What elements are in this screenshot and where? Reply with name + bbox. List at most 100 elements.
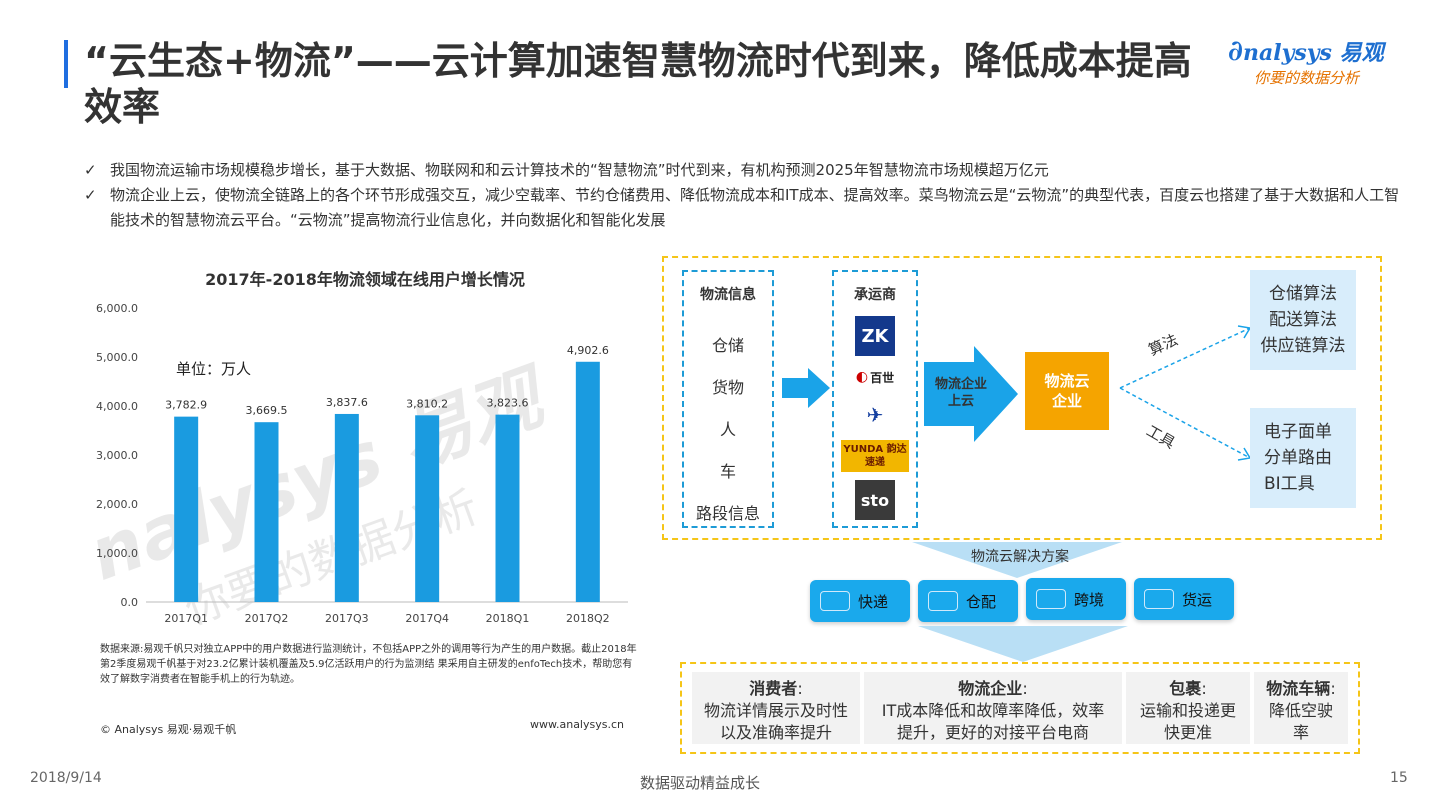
logo-slogan: 你要的数据分析 xyxy=(1254,69,1360,87)
data-label: 4,902.6 xyxy=(567,344,609,357)
chart-title: 2017年-2018年物流领域在线用户增长情况 xyxy=(205,270,525,289)
page-number: 15 xyxy=(1390,770,1408,786)
algorithm-item: 仓储算法 xyxy=(1269,284,1337,304)
benefit-head: 包裹 xyxy=(1169,679,1202,698)
warehouse-icon xyxy=(928,591,958,611)
solution-title: 物流云解决方案 xyxy=(971,549,1069,565)
info-column: 物流信息 仓储 货物 人 车 路段信息 xyxy=(682,270,774,528)
bar-2017Q2 xyxy=(254,422,279,602)
tool-item: 分单路由 xyxy=(1264,448,1332,468)
branch-arrows-icon xyxy=(1119,325,1252,461)
info-item: 路段信息 xyxy=(695,504,760,523)
bar-2017Q1 xyxy=(174,416,199,602)
info-item: 人 xyxy=(719,420,736,439)
solution-label: 货运 xyxy=(1182,590,1213,609)
solution-crossborder-button[interactable]: 跨境 xyxy=(1026,578,1126,620)
carrier-logo-sto: sto xyxy=(855,480,895,520)
benefit-head: 消费者 xyxy=(749,679,798,698)
carrier-logo-zk: ZK xyxy=(855,316,895,356)
benefit-colon: : xyxy=(1201,679,1207,698)
solution-top-arrow xyxy=(912,542,1122,578)
chart-note: 数据来源:易观千帆只对独立APP中的用户数据进行监测统计，不包括APP之外的调用… xyxy=(100,644,637,685)
algorithm-item: 供应链算法 xyxy=(1260,336,1346,356)
bullet-text: 我国物流运输市场规模稳步增长，基于大数据、物联网和和云计算技术的“智慧物流”时代… xyxy=(110,161,1049,179)
algorithm-item: 配送算法 xyxy=(1269,310,1337,330)
data-label: 3,782.9 xyxy=(165,399,207,412)
solution-freight-button[interactable]: 货运 xyxy=(1134,578,1234,620)
benefit-text: 运输和投递更快更准 xyxy=(1140,701,1237,742)
data-label: 3,837.6 xyxy=(326,396,368,409)
x-tick-label: 2017Q2 xyxy=(245,612,289,625)
tool-item: BI工具 xyxy=(1264,474,1315,494)
x-tick-label: 2018Q1 xyxy=(486,612,530,625)
footer-tagline: 数据驱动精益成长 xyxy=(640,774,761,792)
benefit-text: 降低空驶率 xyxy=(1268,701,1333,742)
carrier-logo-debang: ✈ xyxy=(866,403,884,427)
check-icon: ✓ xyxy=(84,161,97,179)
info-item: 货物 xyxy=(711,378,744,397)
carrier-column: 承运商 ZK ◐ 百世 ✈ YUNDA 韵达速递 sto xyxy=(832,270,918,528)
benefit-head: 物流企业 xyxy=(958,679,1023,698)
page-title: “云生态+物流”——云计算加速智慧物流时代到来，降低成本提高效率 xyxy=(84,39,1192,129)
carrier-logo-text: 百世 xyxy=(870,370,895,385)
benefit-colon: : xyxy=(797,679,803,698)
unit-label: 单位：万人 xyxy=(176,360,252,378)
tool-box: 电子面单 分单路由 BI工具 xyxy=(1250,408,1356,508)
logo-brand: nalysys 易观 xyxy=(1242,39,1384,66)
solution-warehouse-button[interactable]: 仓配 xyxy=(918,580,1018,622)
benefit-head: 物流车辆 xyxy=(1266,679,1331,698)
benefit-consumer: 消费者: 物流详情展示及时性以及准确率提升 xyxy=(692,672,860,744)
bar-chart: 0.0 1,000.0 2,000.0 3,000.0 4,000.0 5,000.0 6,… xyxy=(96,302,628,625)
data-label: 3,810.2 xyxy=(406,397,448,410)
x-tick-label: 2017Q4 xyxy=(405,612,449,625)
solution-express-button[interactable]: 快递 xyxy=(810,580,910,622)
bullet-item: ✓ 我国物流运输市场规模稳步增长，基于大数据、物联网和和云计算技术的“智慧物流”… xyxy=(84,158,1410,183)
solution-label: 快递 xyxy=(858,592,889,611)
benefits-frame xyxy=(680,662,1360,754)
website: www.analysys.cn xyxy=(530,718,624,731)
bar-2018Q1 xyxy=(495,414,520,602)
carrier-logo-baishi: ◐ 百世 xyxy=(855,369,895,385)
title-accent-bar xyxy=(64,40,68,88)
benefit-package: 包裹: 运输和投递更快更准 xyxy=(1126,672,1250,744)
carrier-head: 承运商 xyxy=(854,287,896,303)
carrier-logo-yunda: YUNDA 韵达速递 xyxy=(841,440,909,472)
cloud-arrow-label: 物流企业上云 xyxy=(934,377,987,409)
cloud-enterprise-box: 物流云企业 xyxy=(1025,352,1109,430)
truck-icon xyxy=(1144,589,1174,609)
y-tick-label: 1,000.0 xyxy=(96,547,138,560)
y-tick-label: 3,000.0 xyxy=(96,449,138,462)
algorithm-box: 仓储算法 配送算法 供应链算法 xyxy=(1250,270,1356,370)
benefit-vehicle: 物流车辆: 降低空驶率 xyxy=(1254,672,1348,744)
benefit-text: 物流详情展示及时性以及准确率提升 xyxy=(703,701,848,742)
logo-a-glyph: ∂ xyxy=(1228,34,1243,67)
benefit-colon: : xyxy=(1022,679,1028,698)
bar-2018Q2 xyxy=(575,361,600,602)
footer-date: 2018/9/14 xyxy=(30,770,102,786)
data-label: 3,823.6 xyxy=(487,397,529,410)
info-item: 仓储 xyxy=(711,336,744,355)
bullet-text: 物流企业上云，使物流全链路上的各个环节形成强交互，减少空载率、节约仓储费用、降低… xyxy=(110,186,1400,229)
info-item: 车 xyxy=(719,462,736,481)
analysys-logo: ∂ nalysys 易观 你要的数据分析 xyxy=(1228,34,1418,94)
x-tick-label: 2018Q2 xyxy=(566,612,610,625)
tool-item: 电子面单 xyxy=(1264,422,1332,442)
y-tick-label: 2,000.0 xyxy=(96,498,138,511)
box-icon xyxy=(820,591,850,611)
check-icon: ✓ xyxy=(84,186,97,204)
benefit-enterprise: 物流企业: IT成本降低和故障率降低，效率提升，更好的对接平台电商 xyxy=(864,672,1122,744)
bar-2017Q3 xyxy=(334,413,359,602)
y-tick-label: 0.0 xyxy=(121,596,139,609)
solution-label: 跨境 xyxy=(1074,590,1105,609)
copyright: © Analysys 易观·易观千帆 xyxy=(100,723,237,736)
y-tick-label: 5,000.0 xyxy=(96,351,138,364)
bar-2017Q4 xyxy=(415,415,440,602)
bullet-item: ✓ 物流企业上云，使物流全链路上的各个环节形成强交互，减少空载率、节约仓储费用、… xyxy=(84,183,1410,233)
ecosystem-frame xyxy=(662,256,1382,540)
benefit-colon: : xyxy=(1330,679,1336,698)
x-tick-label: 2017Q3 xyxy=(325,612,369,625)
data-label: 3,669.5 xyxy=(246,404,288,417)
plane-icon xyxy=(1036,589,1066,609)
cloud-arrow-icon xyxy=(924,346,1018,442)
arrow-right-icon xyxy=(782,368,830,408)
